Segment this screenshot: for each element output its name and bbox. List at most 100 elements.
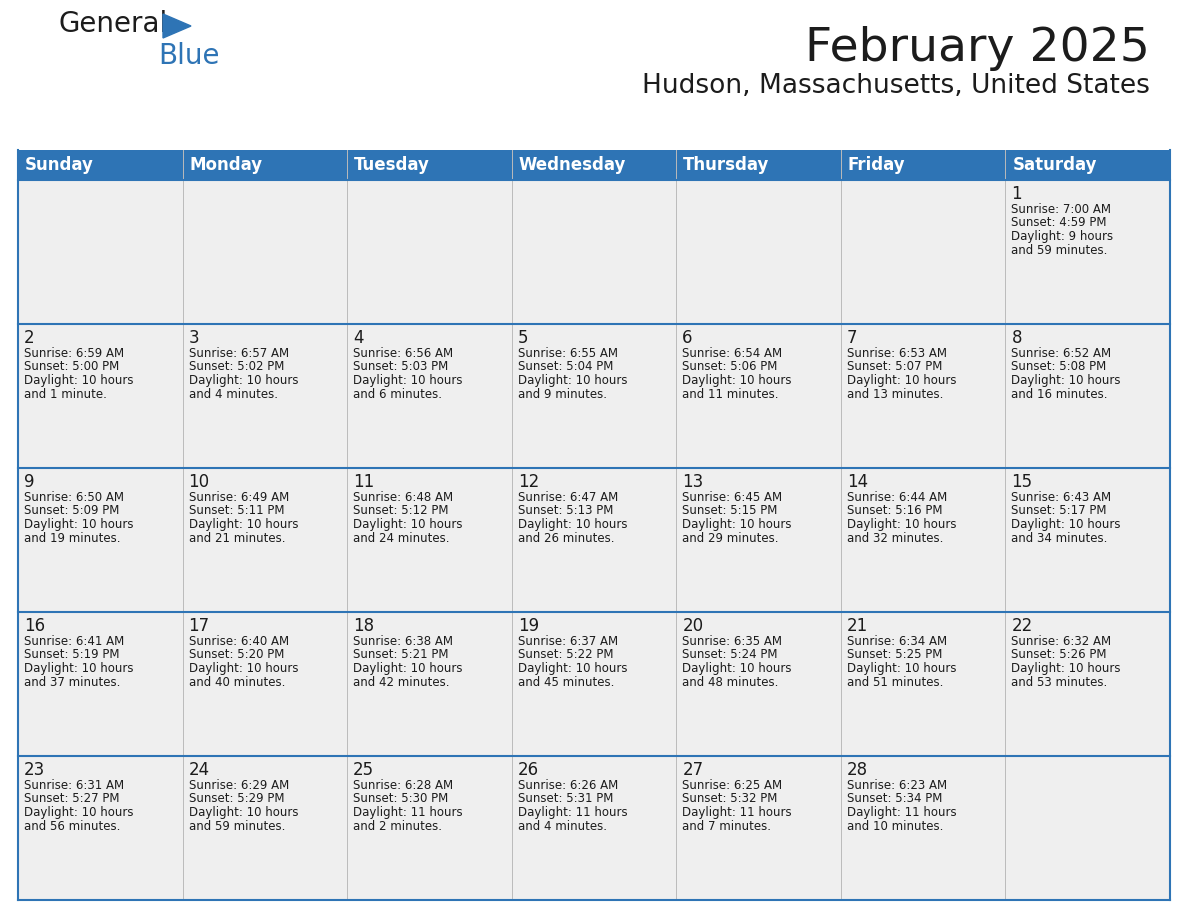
Text: and 59 minutes.: and 59 minutes. [189, 820, 285, 833]
Text: Blue: Blue [158, 42, 220, 70]
Text: 14: 14 [847, 473, 868, 491]
Text: Daylight: 10 hours: Daylight: 10 hours [1011, 662, 1121, 675]
Text: Sunset: 5:02 PM: Sunset: 5:02 PM [189, 361, 284, 374]
Text: Sunset: 5:25 PM: Sunset: 5:25 PM [847, 648, 942, 662]
Text: Daylight: 10 hours: Daylight: 10 hours [1011, 518, 1121, 531]
Text: Sunset: 5:08 PM: Sunset: 5:08 PM [1011, 361, 1107, 374]
Text: and 6 minutes.: and 6 minutes. [353, 387, 442, 400]
Text: 20: 20 [682, 617, 703, 635]
Text: Sunset: 5:11 PM: Sunset: 5:11 PM [189, 505, 284, 518]
Text: 11: 11 [353, 473, 374, 491]
Bar [18, 150, 1170, 180]
Text: Thursday: Thursday [683, 156, 770, 174]
Text: Hudson, Massachusetts, United States: Hudson, Massachusetts, United States [643, 73, 1150, 99]
Text: and 40 minutes.: and 40 minutes. [189, 676, 285, 688]
Text: Sunset: 5:09 PM: Sunset: 5:09 PM [24, 505, 119, 518]
Text: Daylight: 11 hours: Daylight: 11 hours [682, 806, 792, 819]
Text: 27: 27 [682, 761, 703, 779]
Text: Daylight: 10 hours: Daylight: 10 hours [847, 374, 956, 387]
Text: 22: 22 [1011, 617, 1032, 635]
Text: Daylight: 9 hours: Daylight: 9 hours [1011, 230, 1113, 243]
Text: 8: 8 [1011, 329, 1022, 347]
Text: Sunset: 5:24 PM: Sunset: 5:24 PM [682, 648, 778, 662]
Text: Sunset: 5:00 PM: Sunset: 5:00 PM [24, 361, 119, 374]
Text: and 13 minutes.: and 13 minutes. [847, 387, 943, 400]
Text: Daylight: 11 hours: Daylight: 11 hours [518, 806, 627, 819]
Text: and 29 minutes.: and 29 minutes. [682, 532, 779, 544]
Text: and 10 minutes.: and 10 minutes. [847, 820, 943, 833]
Text: Saturday: Saturday [1012, 156, 1097, 174]
Text: Sunrise: 6:23 AM: Sunrise: 6:23 AM [847, 779, 947, 792]
Text: and 45 minutes.: and 45 minutes. [518, 676, 614, 688]
Text: 16: 16 [24, 617, 45, 635]
Text: 18: 18 [353, 617, 374, 635]
Text: and 21 minutes.: and 21 minutes. [189, 532, 285, 544]
Text: and 19 minutes.: and 19 minutes. [24, 532, 120, 544]
Text: 1: 1 [1011, 185, 1022, 203]
Text: 9: 9 [24, 473, 34, 491]
Bar [18, 756, 1170, 900]
Text: 6: 6 [682, 329, 693, 347]
Text: Sunrise: 7:00 AM: Sunrise: 7:00 AM [1011, 203, 1112, 216]
Text: Daylight: 10 hours: Daylight: 10 hours [518, 518, 627, 531]
Text: Sunrise: 6:32 AM: Sunrise: 6:32 AM [1011, 635, 1112, 648]
Text: Sunset: 5:26 PM: Sunset: 5:26 PM [1011, 648, 1107, 662]
Text: Sunset: 5:13 PM: Sunset: 5:13 PM [518, 505, 613, 518]
Text: 19: 19 [518, 617, 539, 635]
Text: 4: 4 [353, 329, 364, 347]
Text: Sunset: 5:21 PM: Sunset: 5:21 PM [353, 648, 449, 662]
Text: and 37 minutes.: and 37 minutes. [24, 676, 120, 688]
Text: Sunset: 5:27 PM: Sunset: 5:27 PM [24, 792, 120, 805]
Text: Sunrise: 6:53 AM: Sunrise: 6:53 AM [847, 347, 947, 360]
Text: Tuesday: Tuesday [354, 156, 430, 174]
Text: and 42 minutes.: and 42 minutes. [353, 676, 449, 688]
Text: 15: 15 [1011, 473, 1032, 491]
Text: 28: 28 [847, 761, 868, 779]
Text: Sunset: 5:32 PM: Sunset: 5:32 PM [682, 792, 778, 805]
Text: and 34 minutes.: and 34 minutes. [1011, 532, 1107, 544]
Text: Sunset: 5:15 PM: Sunset: 5:15 PM [682, 505, 778, 518]
Text: Sunrise: 6:25 AM: Sunrise: 6:25 AM [682, 779, 783, 792]
Text: and 2 minutes.: and 2 minutes. [353, 820, 442, 833]
Text: Sunset: 5:03 PM: Sunset: 5:03 PM [353, 361, 448, 374]
Text: Sunset: 5:31 PM: Sunset: 5:31 PM [518, 792, 613, 805]
Text: Sunrise: 6:52 AM: Sunrise: 6:52 AM [1011, 347, 1112, 360]
Text: and 7 minutes.: and 7 minutes. [682, 820, 771, 833]
Text: Sunset: 5:19 PM: Sunset: 5:19 PM [24, 648, 120, 662]
Text: Daylight: 10 hours: Daylight: 10 hours [353, 374, 462, 387]
Text: 26: 26 [518, 761, 539, 779]
Text: Sunset: 5:30 PM: Sunset: 5:30 PM [353, 792, 448, 805]
Text: Sunrise: 6:37 AM: Sunrise: 6:37 AM [518, 635, 618, 648]
Bar [18, 180, 1170, 324]
Text: Daylight: 10 hours: Daylight: 10 hours [189, 662, 298, 675]
Text: Daylight: 10 hours: Daylight: 10 hours [24, 374, 133, 387]
Text: Daylight: 10 hours: Daylight: 10 hours [518, 374, 627, 387]
Text: Sunrise: 6:40 AM: Sunrise: 6:40 AM [189, 635, 289, 648]
Text: Sunrise: 6:35 AM: Sunrise: 6:35 AM [682, 635, 782, 648]
Text: and 51 minutes.: and 51 minutes. [847, 676, 943, 688]
Text: Sunset: 4:59 PM: Sunset: 4:59 PM [1011, 217, 1107, 230]
Text: 2: 2 [24, 329, 34, 347]
Text: Daylight: 10 hours: Daylight: 10 hours [353, 518, 462, 531]
Text: 23: 23 [24, 761, 45, 779]
Text: 5: 5 [518, 329, 529, 347]
Text: Daylight: 10 hours: Daylight: 10 hours [24, 662, 133, 675]
Text: 21: 21 [847, 617, 868, 635]
Text: and 56 minutes.: and 56 minutes. [24, 820, 120, 833]
Text: and 48 minutes.: and 48 minutes. [682, 676, 778, 688]
Text: Daylight: 10 hours: Daylight: 10 hours [189, 374, 298, 387]
Text: and 24 minutes.: and 24 minutes. [353, 532, 449, 544]
Bar [18, 612, 1170, 756]
Text: Daylight: 10 hours: Daylight: 10 hours [682, 518, 791, 531]
Text: Sunrise: 6:56 AM: Sunrise: 6:56 AM [353, 347, 454, 360]
Text: Daylight: 10 hours: Daylight: 10 hours [682, 662, 791, 675]
Text: Sunset: 5:29 PM: Sunset: 5:29 PM [189, 792, 284, 805]
Text: Sunrise: 6:34 AM: Sunrise: 6:34 AM [847, 635, 947, 648]
Text: and 9 minutes.: and 9 minutes. [518, 387, 607, 400]
Text: and 4 minutes.: and 4 minutes. [518, 820, 607, 833]
Text: General: General [58, 10, 168, 38]
Text: Friday: Friday [848, 156, 905, 174]
Text: Sunday: Sunday [25, 156, 94, 174]
Text: Sunset: 5:17 PM: Sunset: 5:17 PM [1011, 505, 1107, 518]
Text: Sunrise: 6:49 AM: Sunrise: 6:49 AM [189, 491, 289, 504]
